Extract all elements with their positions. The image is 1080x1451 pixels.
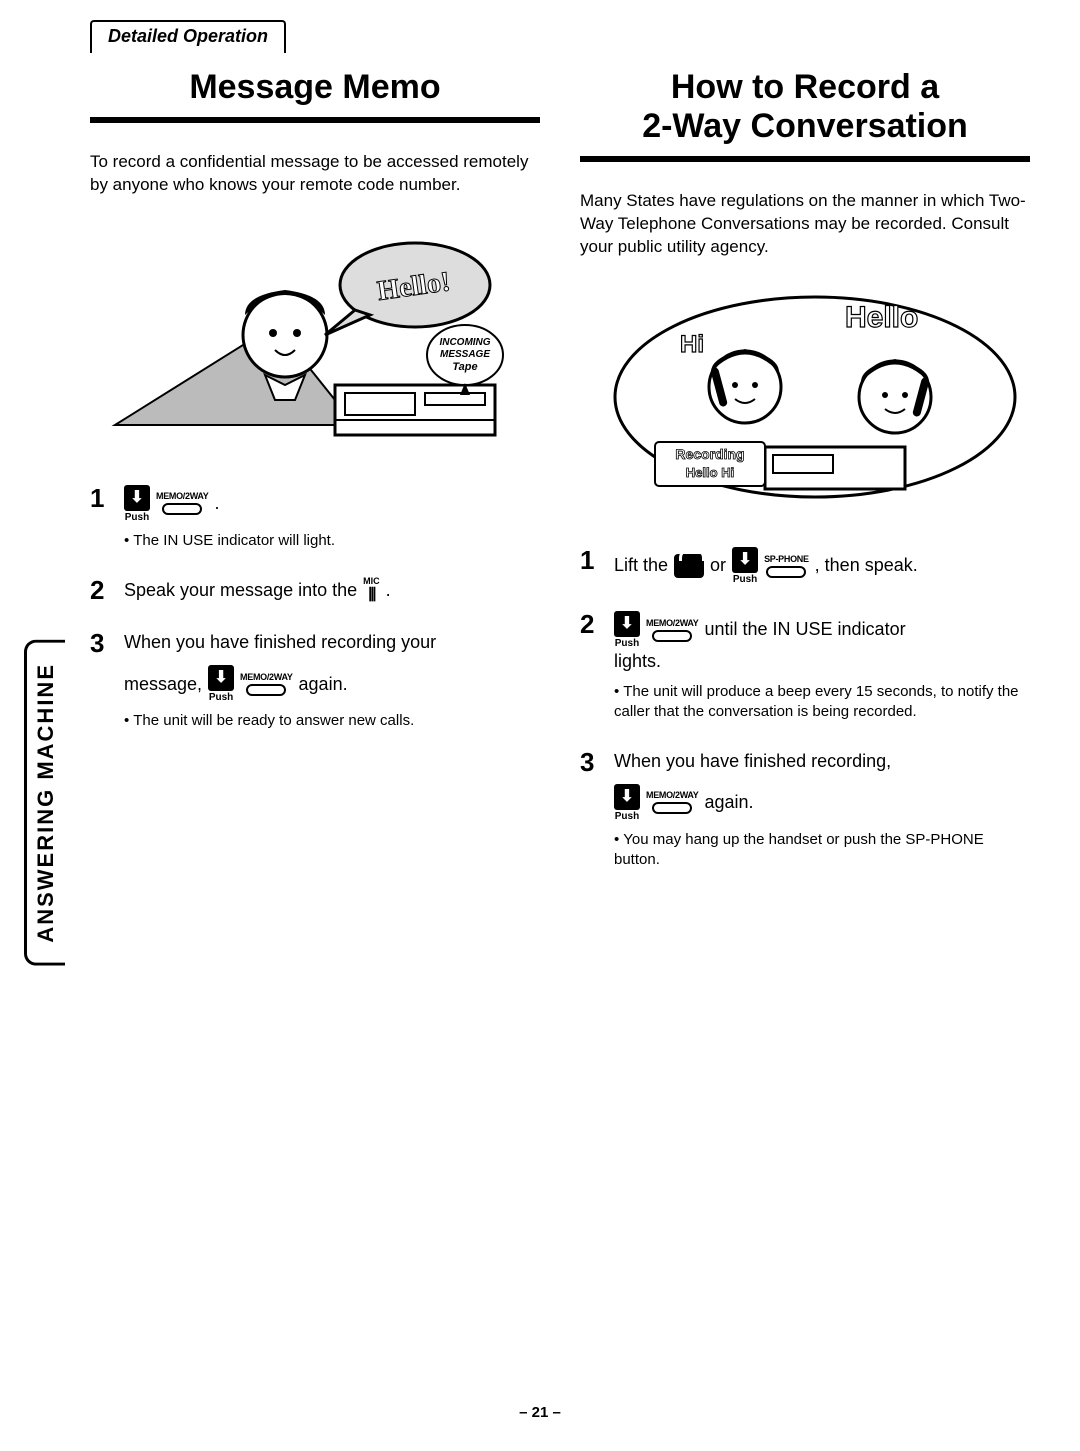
- step-number: 1: [90, 485, 112, 511]
- right-step-2: 2 ⬇ Push MEMO/2WAY until the IN USE indi…: [580, 611, 1030, 723]
- step-text: or: [710, 553, 726, 578]
- step-text: again.: [299, 672, 348, 697]
- push-icon: ⬇ Push: [208, 665, 234, 703]
- push-icon: ⬇ Push: [124, 485, 150, 523]
- left-illustration: Hello! INCOMING MESSAGE Tape: [90, 215, 540, 455]
- left-step-1: 1 ⬇ Push MEMO/2WAY . The IN USE indicato…: [90, 485, 540, 551]
- svg-text:Hello Hi: Hello Hi: [686, 465, 734, 480]
- svg-text:MESSAGE: MESSAGE: [440, 349, 490, 360]
- step-note: The IN USE indicator will light.: [124, 531, 540, 551]
- step-text: , then speak.: [815, 553, 918, 578]
- step-number: 1: [580, 547, 602, 573]
- step-text: Speak your message into the: [124, 578, 357, 603]
- header-tab: Detailed Operation: [90, 20, 286, 53]
- left-step-3: 3 When you have finished recording your …: [90, 630, 540, 731]
- right-column: How to Record a 2-Way Conversation Many …: [580, 60, 1030, 896]
- memo-2way-button-icon: MEMO/2WAY: [646, 791, 698, 814]
- step-text: until the IN USE indicator: [704, 617, 905, 642]
- svg-text:Hi: Hi: [680, 331, 704, 358]
- step-text: When you have finished recording,: [614, 749, 1030, 774]
- left-title: Message Memo: [90, 68, 540, 123]
- right-title: How to Record a 2-Way Conversation: [580, 68, 1030, 162]
- right-step-1: 1 Lift the or ⬇ Push SP-PHONE , then spe…: [580, 547, 1030, 585]
- page-number: – 21 –: [0, 1404, 1080, 1421]
- push-icon: ⬇ Push: [614, 784, 640, 822]
- step-text: .: [214, 491, 219, 516]
- step-text: .: [386, 578, 391, 603]
- step-number: 2: [90, 577, 112, 603]
- svg-text:INCOMING: INCOMING: [439, 337, 490, 348]
- sp-phone-button-icon: SP-PHONE: [764, 555, 809, 578]
- step-text: again.: [704, 790, 753, 815]
- step-number: 2: [580, 611, 602, 637]
- push-icon: ⬇ Push: [732, 547, 758, 585]
- step-number: 3: [580, 749, 602, 775]
- svg-text:Hello: Hello: [845, 301, 918, 334]
- push-icon: ⬇ Push: [614, 611, 640, 649]
- step-text: message,: [124, 672, 202, 697]
- mic-icon: MIC ⦀: [363, 577, 380, 604]
- left-column: Message Memo To record a confidential me…: [90, 60, 540, 896]
- step-note: The unit will produce a beep every 15 se…: [614, 682, 1030, 723]
- step-number: 3: [90, 630, 112, 656]
- step-text: When you have finished recording your: [124, 630, 540, 655]
- right-step-3: 3 When you have finished recording, ⬇ Pu…: [580, 749, 1030, 871]
- memo-2way-button-icon: MEMO/2WAY: [240, 673, 292, 696]
- handset-icon: [674, 554, 704, 578]
- right-intro: Many States have regulations on the mann…: [580, 190, 1030, 259]
- memo-2way-button-icon: MEMO/2WAY: [156, 492, 208, 515]
- svg-text:Recording: Recording: [675, 446, 744, 462]
- step-note: The unit will be ready to answer new cal…: [124, 711, 540, 731]
- side-tab: ANSWERING MACHINE: [24, 640, 65, 966]
- right-illustration: Hi Hello Recording Hello Hi: [580, 277, 1030, 517]
- step-note: You may hang up the handset or push the …: [614, 830, 1030, 871]
- memo-2way-button-icon: MEMO/2WAY: [646, 619, 698, 642]
- left-intro: To record a confidential message to be a…: [90, 151, 540, 197]
- left-step-2: 2 Speak your message into the MIC ⦀ .: [90, 577, 540, 604]
- step-text: Lift the: [614, 553, 668, 578]
- svg-text:Tape: Tape: [452, 361, 477, 373]
- step-text: lights.: [614, 649, 1030, 674]
